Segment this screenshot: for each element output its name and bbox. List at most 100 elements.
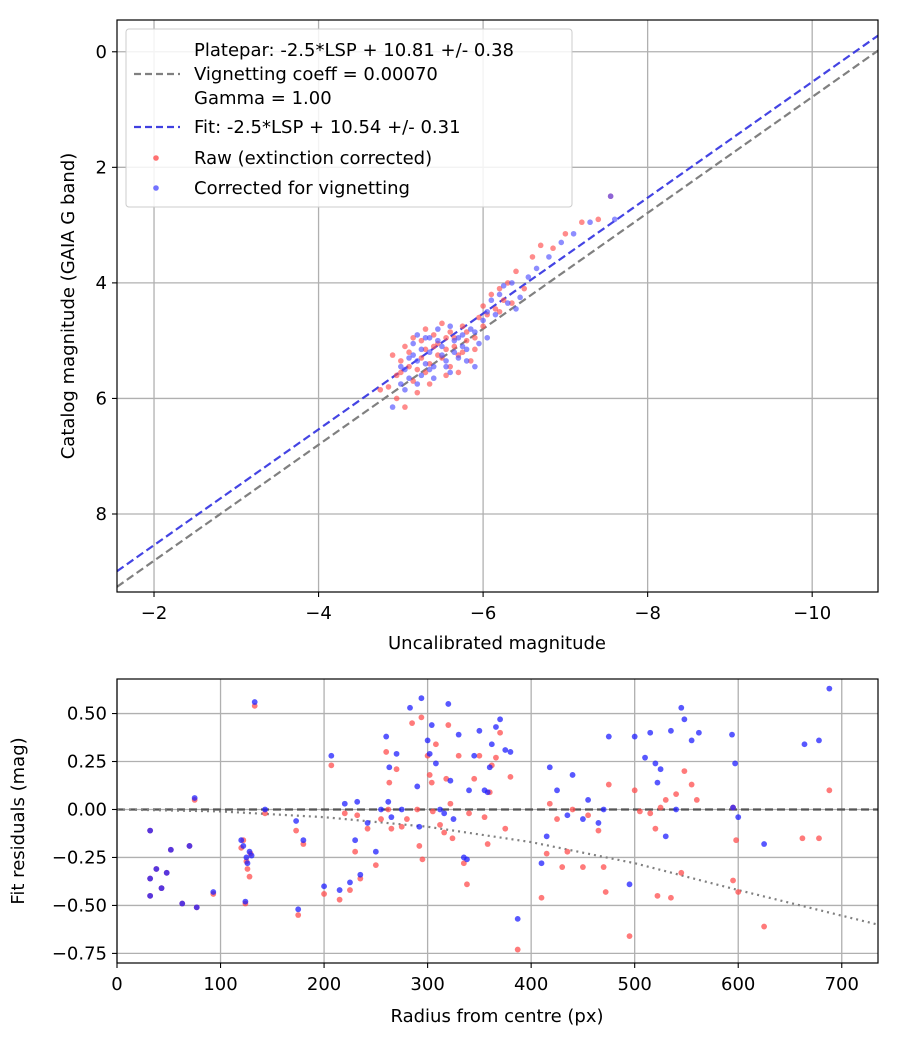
raw-point: [409, 720, 415, 727]
corrected-point: [546, 254, 552, 260]
corrected-point: [447, 323, 453, 330]
corrected-point: [407, 704, 413, 711]
top-xlabel: Uncalibrated magnitude: [388, 633, 606, 654]
corrected-point: [418, 695, 425, 702]
corrected-point: [354, 798, 361, 805]
corrected-point: [398, 381, 404, 387]
x-tick-label: 500: [618, 974, 652, 995]
corrected-point: [626, 881, 633, 888]
raw-point: [595, 216, 602, 223]
corrected-point: [410, 352, 416, 358]
raw-point: [579, 219, 585, 226]
corrected-point: [428, 722, 435, 728]
corrected-point: [364, 820, 371, 826]
corrected-point: [389, 404, 396, 410]
raw-point: [422, 346, 429, 353]
raw-point: [321, 891, 327, 897]
raw-point: [426, 772, 433, 778]
corrected-point: [595, 820, 602, 826]
corrected-point: [293, 818, 300, 824]
raw-point: [605, 781, 612, 788]
corrected-point: [158, 885, 165, 892]
x-tick-label: 700: [825, 974, 859, 995]
corrected-point: [439, 352, 445, 358]
legend-platepar-label: Platepar: -2.5*LSP + 10.81 +/- 0.38: [194, 40, 514, 61]
raw-point: [493, 754, 499, 761]
corrected-point: [486, 764, 493, 771]
legend-corrected-marker: [153, 185, 159, 191]
raw-point: [521, 285, 528, 292]
corrected-point: [504, 300, 511, 306]
raw-point: [538, 894, 545, 901]
raw-point: [600, 864, 607, 870]
corrected-point: [525, 274, 532, 280]
corrected-point: [488, 741, 495, 748]
corrected-point: [455, 334, 462, 341]
raw-point: [378, 816, 384, 822]
corrected-point: [730, 804, 736, 811]
corrected-point: [447, 777, 454, 784]
corrected-point: [455, 355, 462, 361]
raw-point: [761, 923, 768, 930]
corrected-point: [147, 875, 154, 882]
top-ylabel: Catalog magnitude (GAIA G band): [58, 153, 79, 460]
x-tick-label: −10: [793, 603, 831, 624]
raw-point: [662, 796, 669, 803]
corrected-point: [430, 363, 437, 370]
y-tick-label: −0.75: [52, 943, 107, 964]
raw-point: [509, 300, 515, 306]
raw-point: [688, 781, 695, 788]
raw-point: [464, 881, 470, 888]
corrected-point: [502, 747, 509, 753]
raw-point: [389, 352, 396, 358]
corrected-point: [244, 860, 251, 867]
corrected-point: [352, 837, 359, 844]
raw-point: [419, 856, 426, 863]
legend-raw-label: Raw (extinction corrected): [194, 148, 432, 169]
raw-point: [559, 864, 566, 870]
x-tick-label: 100: [203, 974, 237, 995]
corrected-point: [445, 701, 452, 707]
corrected-point: [416, 823, 423, 830]
corrected-point: [163, 869, 170, 876]
corrected-point: [662, 833, 669, 840]
raw-point: [678, 869, 685, 876]
corrected-point: [426, 334, 433, 341]
corrected-point: [558, 239, 565, 246]
corrected-point: [484, 308, 491, 315]
raw-point: [585, 812, 591, 819]
raw-point: [426, 381, 433, 387]
raw-point: [463, 329, 470, 335]
corrected-point: [402, 386, 408, 393]
corrected-point: [611, 216, 618, 223]
corrected-point: [424, 737, 431, 744]
raw-point: [733, 837, 740, 844]
raw-point: [352, 848, 359, 855]
corrected-point: [657, 766, 664, 773]
raw-point: [466, 810, 472, 817]
corrected-point: [533, 265, 540, 272]
raw-point: [449, 835, 456, 842]
raw-point: [507, 773, 514, 780]
raw-point: [497, 729, 503, 736]
corrected-point: [179, 900, 186, 907]
corrected-point: [600, 806, 607, 813]
corrected-point: [147, 892, 154, 899]
raw-point: [500, 297, 507, 304]
corrected-point: [816, 737, 822, 744]
corrected-point: [476, 340, 482, 347]
corrected-point: [432, 760, 439, 767]
corrected-point: [414, 783, 421, 790]
corrected-point: [514, 915, 521, 922]
corrected-point: [426, 349, 433, 356]
raw-point: [480, 303, 486, 309]
corrected-point: [426, 366, 433, 373]
corrected-point: [496, 291, 503, 298]
corrected-point: [464, 856, 470, 863]
corrected-point: [262, 806, 268, 813]
raw-point: [410, 334, 416, 341]
raw-point: [562, 230, 569, 237]
corrected-point: [538, 860, 545, 867]
raw-point: [681, 768, 688, 775]
corrected-point: [402, 366, 408, 373]
